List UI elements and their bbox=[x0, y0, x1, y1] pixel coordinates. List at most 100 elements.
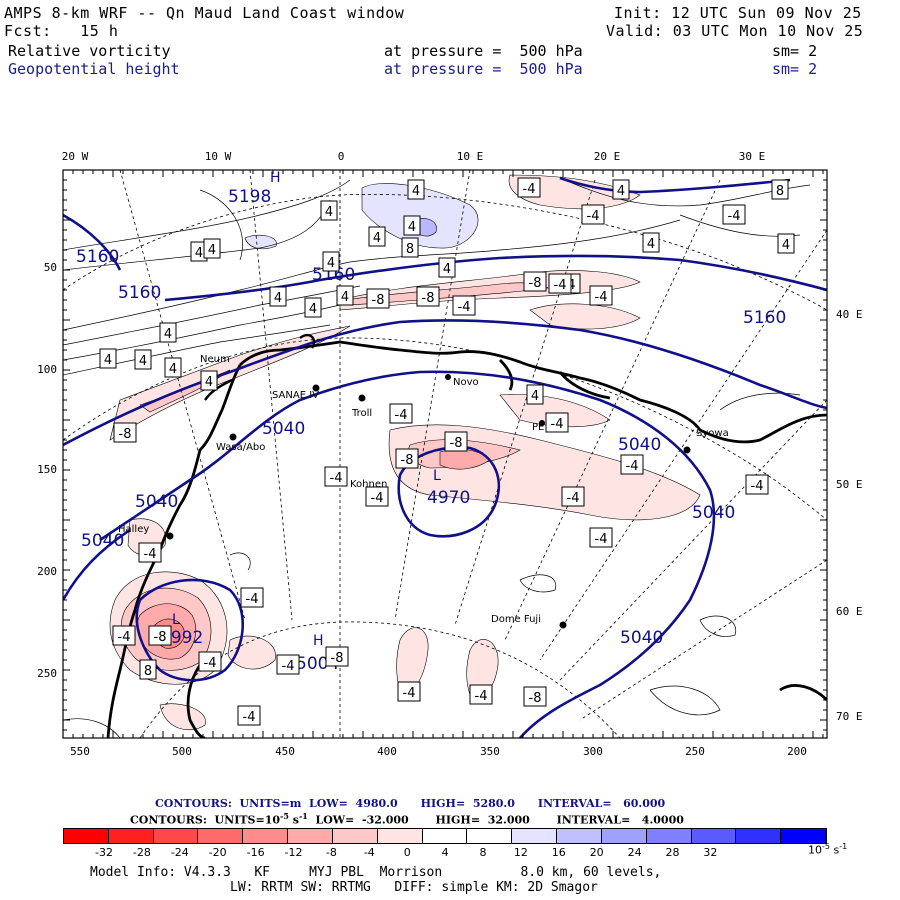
vorticity-value: -4 bbox=[728, 209, 741, 224]
colorbar-label: -4 bbox=[363, 846, 375, 859]
colorbar-swatch bbox=[557, 829, 602, 843]
bottom-x-label: 350 bbox=[480, 745, 500, 758]
vorticity-value: 4 bbox=[274, 291, 282, 306]
vorticity-label: -8 bbox=[523, 686, 547, 707]
vorticity-value: 4 bbox=[325, 205, 333, 220]
colorbar-label: -24 bbox=[170, 846, 189, 859]
vorticity-value: -4 bbox=[330, 471, 343, 486]
vorticity-value: 4 bbox=[782, 238, 790, 253]
field2-level: at pressure = 500 hPa bbox=[384, 60, 583, 78]
vorticity-value: 4 bbox=[341, 290, 349, 305]
vorticity-value: -4 bbox=[118, 630, 131, 645]
bottom-x-label: 200 bbox=[787, 745, 807, 758]
colorbar-swatch bbox=[64, 829, 109, 843]
vorticity-value: 4 bbox=[531, 389, 539, 404]
coastline bbox=[106, 340, 827, 738]
vorticity-value: 4 bbox=[208, 243, 216, 258]
vorticity-label: -4 bbox=[452, 295, 476, 316]
vorticity-value: -4 bbox=[243, 710, 256, 725]
vorticity-value: -4 bbox=[395, 408, 408, 423]
colorbar-units: 10-5 s-1 bbox=[808, 842, 847, 857]
vorticity-label: -4 bbox=[561, 486, 585, 507]
cb-units-exp: -5 bbox=[822, 842, 830, 851]
vorticity-label: -8 bbox=[366, 288, 390, 309]
vort-units: CONTOURS: UNITS=10 bbox=[130, 813, 281, 827]
left-y-label: 50 bbox=[43, 261, 57, 274]
height-label: 5040 bbox=[618, 435, 661, 455]
vorticity-value: 4 bbox=[195, 246, 203, 261]
left-y-label: 150 bbox=[37, 463, 57, 476]
field1-smoothing: sm= 2 bbox=[772, 42, 818, 60]
vort-range: LOW= -32.000 HIGH= 32.000 INTERVAL= 4.00… bbox=[307, 813, 684, 827]
vorticity-label: -8 bbox=[395, 448, 419, 469]
left-y-label: 250 bbox=[37, 667, 57, 680]
vorticity-label: -4 bbox=[745, 474, 769, 495]
vorticity-label: -4 bbox=[589, 285, 613, 306]
station-label: PE bbox=[532, 422, 544, 433]
map-title: AMPS 8-km WRF -- Qn Maud Land Coast wind… bbox=[4, 4, 405, 22]
vorticity-label: -4 bbox=[138, 542, 162, 563]
top-lon-label: 20 W bbox=[61, 150, 89, 163]
colorbar-swatch bbox=[108, 829, 154, 843]
pressure-center: H bbox=[270, 170, 281, 186]
graticule bbox=[63, 170, 827, 738]
vorticity-label: 4 bbox=[322, 251, 340, 272]
vorticity-value: -4 bbox=[567, 491, 580, 506]
field1-name: Relative vorticity bbox=[8, 42, 171, 60]
height-label: 5160 bbox=[118, 283, 161, 303]
height-label: 5040 bbox=[262, 419, 305, 439]
colorbar-label: -16 bbox=[246, 846, 265, 859]
vorticity-value: 4 bbox=[408, 220, 416, 235]
top-lon-label: 10 W bbox=[204, 150, 232, 163]
field1-level: at pressure = 500 hPa bbox=[384, 42, 583, 60]
station-label: Neum bbox=[200, 354, 230, 365]
bottom-x-label: 500 bbox=[172, 745, 192, 758]
vorticity-label: -4 bbox=[620, 454, 644, 475]
vorticity-value: -4 bbox=[458, 300, 471, 315]
vorticity-label: -8 bbox=[444, 431, 468, 452]
colorbar-label: 4 bbox=[441, 846, 449, 859]
vorticity-label: 4 bbox=[320, 200, 338, 221]
vorticity-label: -8 bbox=[113, 422, 137, 443]
vorticity-value: -8 bbox=[372, 293, 385, 308]
vorticity-value: 4 bbox=[205, 375, 213, 390]
vorticity-label: -4 bbox=[589, 527, 613, 548]
station-label: Halley bbox=[118, 524, 149, 535]
cb-units-s: s bbox=[829, 843, 840, 857]
forecast-hour: Fcst: 15 h bbox=[4, 22, 119, 40]
cb-units-base: 10 bbox=[808, 843, 822, 857]
colorbar-label: -12 bbox=[284, 846, 303, 859]
vorticity-label: -4 bbox=[240, 587, 264, 608]
vorticity-label: 8 bbox=[401, 237, 419, 258]
vorticity-value: 4 bbox=[443, 262, 451, 277]
vorticity-label: 4 bbox=[304, 297, 322, 318]
vorticity-value: 4 bbox=[412, 184, 420, 199]
vorticity-value: -4 bbox=[475, 689, 488, 704]
model-info: Model Info: V4.3.3 KF MYJ PBL Morrison 8… bbox=[90, 865, 662, 880]
vorticity-value: 4 bbox=[104, 353, 112, 368]
vorticity-contour-info: CONTOURS: UNITS=10-5 s-1 LOW= -32.000 HI… bbox=[130, 811, 684, 827]
field2-name: Geopotential height bbox=[8, 60, 180, 78]
colorbar-swatch bbox=[646, 829, 692, 843]
colorbar-label: 16 bbox=[551, 846, 566, 859]
left-y-label: 200 bbox=[37, 565, 57, 578]
bottom-x-label: 400 bbox=[377, 745, 397, 758]
height-label: 5040 bbox=[81, 531, 124, 551]
right-lon-label: 40 E bbox=[836, 308, 863, 321]
vorticity-label: 4 bbox=[777, 233, 795, 254]
height-contours bbox=[63, 176, 827, 738]
vorticity-value: -8 bbox=[529, 276, 542, 291]
vorticity-value: -8 bbox=[422, 291, 435, 306]
vorticity-value: -4 bbox=[282, 659, 295, 674]
vorticity-value: 4 bbox=[164, 327, 172, 342]
height-contour-info: CONTOURS: UNITS=m LOW= 4980.0 HIGH= 5280… bbox=[155, 797, 666, 810]
pressure-center: H bbox=[313, 633, 324, 649]
field2-smoothing: sm= 2 bbox=[772, 60, 818, 78]
colorbar-label: 24 bbox=[627, 846, 642, 859]
vorticity-label: -4 bbox=[397, 681, 421, 702]
colorbar-label: -20 bbox=[208, 846, 227, 859]
vorticity-value: -4 bbox=[587, 209, 600, 224]
height-label: 5198 bbox=[228, 187, 271, 207]
top-lon-label: 30 E bbox=[738, 150, 766, 163]
height-label: 5160 bbox=[743, 308, 786, 328]
